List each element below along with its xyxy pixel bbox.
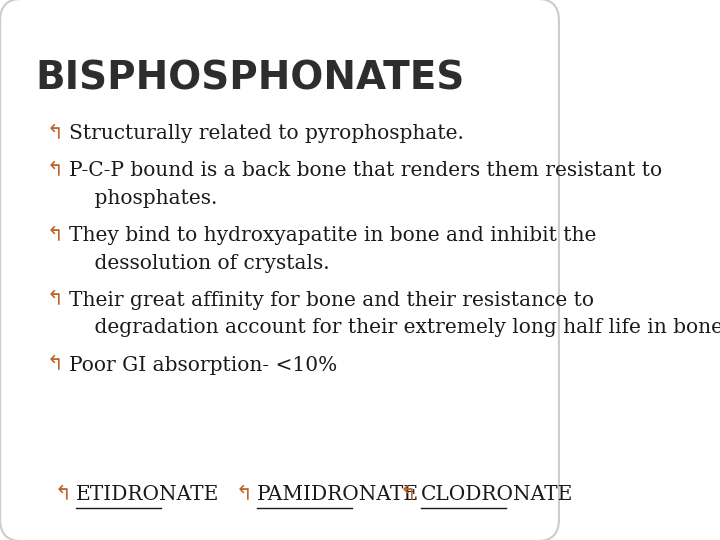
- Text: P-C-P bound is a back bone that renders them resistant to: P-C-P bound is a back bone that renders …: [68, 161, 662, 180]
- Text: degradation account for their extremely long half life in bone.: degradation account for their extremely …: [68, 319, 720, 338]
- Text: Their great affinity for bone and their resistance to: Their great affinity for bone and their …: [68, 291, 593, 310]
- Text: Poor GI absorption- <10%: Poor GI absorption- <10%: [68, 356, 337, 375]
- Text: ↰: ↰: [47, 291, 63, 310]
- Text: ↰: ↰: [47, 124, 63, 143]
- Text: ↰: ↰: [47, 356, 63, 375]
- Text: BISPHOSPHONATES: BISPHOSPHONATES: [36, 60, 465, 98]
- Text: Structurally related to pyrophosphate.: Structurally related to pyrophosphate.: [68, 124, 464, 143]
- Text: PAMIDRONATE: PAMIDRONATE: [256, 485, 418, 504]
- Text: ↰: ↰: [235, 485, 253, 504]
- Text: ETIDRONATE: ETIDRONATE: [76, 485, 219, 504]
- Text: ↰: ↰: [400, 485, 417, 504]
- Text: They bind to hydroxyapatite in bone and inhibit the: They bind to hydroxyapatite in bone and …: [68, 226, 596, 245]
- Text: ↰: ↰: [55, 485, 72, 504]
- Text: phosphates.: phosphates.: [68, 188, 217, 208]
- Text: dessolution of crystals.: dessolution of crystals.: [68, 253, 329, 273]
- Text: ↰: ↰: [47, 226, 63, 245]
- FancyBboxPatch shape: [0, 0, 559, 540]
- Text: ↰: ↰: [47, 161, 63, 180]
- Text: CLODRONATE: CLODRONATE: [421, 485, 573, 504]
